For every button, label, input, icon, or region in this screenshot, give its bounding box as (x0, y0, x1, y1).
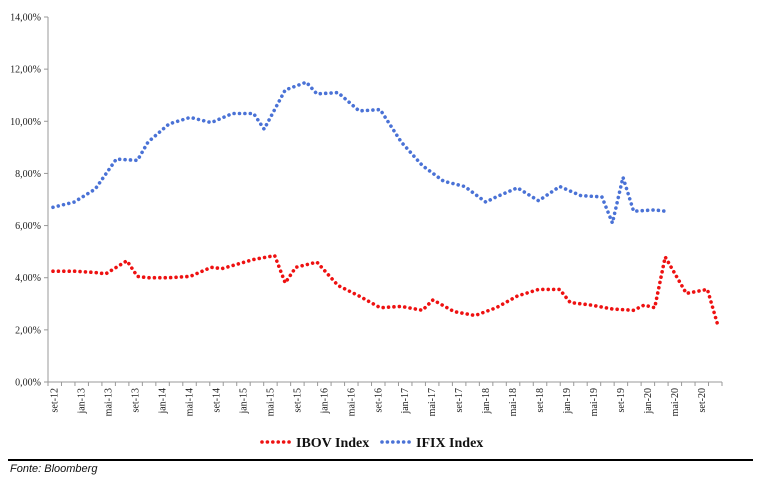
y-tick-label: 12,00% (10, 65, 41, 76)
x-tick-label: jan-13 (77, 388, 88, 415)
y-tick-label: 10,00% (10, 117, 41, 128)
x-tick-label: set-13 (131, 388, 142, 412)
x-tick-label: jan-14 (158, 388, 169, 415)
x-tick-label: mai-17 (427, 388, 438, 416)
x-tick-label: jan-16 (319, 388, 330, 415)
series-line-ibov-index (51, 253, 720, 328)
x-tick-label: mai-13 (104, 388, 115, 416)
legend-label: IFIX Index (416, 436, 483, 451)
x-tick-label: set-18 (535, 388, 546, 412)
x-tick-label: set-14 (212, 388, 223, 412)
y-tick-label: 6,00% (15, 221, 41, 232)
x-tick-label: mai-19 (589, 388, 600, 416)
x-tick-label: mai-15 (265, 388, 276, 416)
x-tick-label: set-12 (50, 388, 61, 412)
x-tick-label: jan-17 (400, 388, 411, 415)
x-tick-label: jan-19 (562, 388, 573, 415)
x-tick-label: set-17 (454, 388, 465, 412)
x-axis-labels: set-12 jan-13 mai-13 set-13 jan-14 mai-14 set-… (50, 388, 708, 416)
x-tick-label: jan-20 (643, 388, 654, 415)
x-tick-label: set-20 (697, 388, 708, 412)
x-tick-label: mai-18 (508, 388, 519, 416)
y-tick-label: 0,00% (15, 378, 41, 389)
x-tick-label: set-19 (616, 388, 627, 412)
y-tick-label: 14,00% (10, 13, 41, 24)
x-tick-label: mai-14 (185, 388, 196, 416)
y-axis-labels: 0,00% 2,00% 4,00% 6,00% 8,00% 10,00% 12,00% 14,… (10, 13, 41, 389)
x-tick-label: jan-18 (481, 388, 492, 415)
x-tick-label: mai-20 (670, 388, 681, 416)
x-tick-label: set-16 (373, 388, 384, 412)
x-tick-label: jan-15 (238, 388, 249, 415)
y-tick-label: 8,00% (15, 169, 41, 180)
y-tick-label: 4,00% (15, 273, 41, 284)
chart-axes (44, 16, 723, 386)
x-tick-label: set-15 (292, 388, 303, 412)
legend-label: IBOV Index (296, 436, 369, 451)
line-chart: 0,00% 2,00% 4,00% 6,00% 8,00% 10,00% 12,00% 14,… (10, 13, 723, 451)
x-tick-label: mai-16 (346, 388, 357, 416)
legend: IBOV Index IFIX Index (260, 436, 483, 451)
series-line-ifix-index (51, 80, 668, 225)
series-layer (51, 80, 720, 328)
footer-rule (8, 459, 753, 461)
y-tick-label: 2,00% (15, 325, 41, 336)
source-note: Fonte: Bloomberg (10, 463, 98, 475)
